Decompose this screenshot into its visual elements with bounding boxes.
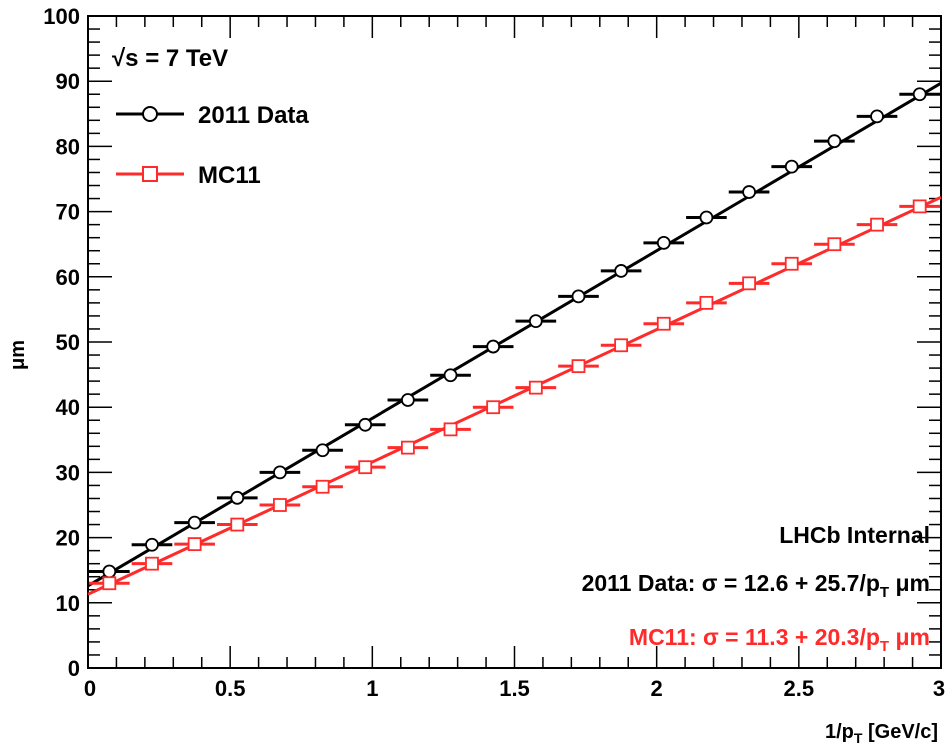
mc-point [614, 338, 629, 353]
data-point [145, 537, 159, 552]
legend-data-marker [142, 106, 158, 122]
mc-point [315, 479, 330, 494]
mc-point [528, 380, 543, 395]
y-tick-label: 70 [56, 200, 80, 225]
data-point [273, 465, 287, 480]
data-point [358, 417, 373, 432]
axis-ticks [87, 15, 942, 669]
y-tick-label: 30 [56, 460, 80, 485]
data-fit-formula: 2011 Data: σ = 12.6 + 25.7/pT μm [582, 570, 930, 601]
x-tick-label: 0.5 [215, 676, 246, 701]
data-point [230, 490, 245, 505]
legend: √s = 7 TeV 2011 Data MC11 [112, 45, 309, 189]
mc-point [443, 422, 458, 437]
mc-point [230, 517, 245, 532]
mc-point [912, 199, 927, 214]
mc-point [870, 217, 884, 232]
data-point [614, 264, 629, 278]
data-point [827, 134, 842, 149]
mc-point [699, 295, 714, 310]
legend-energy-label: √s = 7 TeV [112, 45, 228, 72]
mc-point [358, 460, 373, 475]
mc-point [656, 316, 671, 331]
y-tick-label: 0 [68, 656, 80, 681]
data-point [742, 185, 756, 199]
legend-entry-mc: MC11 [116, 162, 261, 189]
data-point [571, 289, 586, 304]
mc-point [102, 576, 117, 591]
x-tick-label: 1 [366, 676, 378, 701]
mc-point [827, 237, 842, 252]
data-point [486, 339, 501, 354]
data-point [699, 210, 714, 225]
data-point [443, 368, 458, 383]
legend-mc-label: MC11 [198, 162, 261, 189]
x-tick-label: 2 [651, 676, 663, 701]
y-tick-label: 80 [56, 134, 80, 159]
lhcb-internal-label: LHCb Internal [779, 522, 930, 548]
data-point [187, 515, 202, 530]
fit-lines [87, 81, 942, 596]
y-tick-label: 60 [56, 265, 80, 290]
mc-point [145, 556, 159, 571]
legend-entry-data: 2011 Data [116, 102, 309, 129]
data-point [784, 159, 799, 174]
mc-point [571, 359, 586, 374]
data-point [400, 393, 415, 407]
data-point [912, 87, 927, 102]
data-point [656, 235, 671, 250]
data-fit-line [87, 81, 942, 588]
legend-data-label: 2011 Data [198, 102, 309, 129]
mc-point [187, 537, 202, 552]
x-tick-label: 3 [933, 676, 945, 701]
x-tick-label: 1.5 [499, 676, 530, 701]
x-tick-labels: 0 0.5 1 1.5 2 2.5 3 [84, 676, 945, 701]
y-tick-label: 90 [56, 69, 80, 94]
mc-point [486, 400, 501, 415]
y-tick-label: 100 [43, 4, 80, 29]
mc-point [273, 498, 287, 512]
data-point [315, 443, 330, 458]
data-point [870, 109, 884, 124]
mc-point [784, 256, 799, 271]
mc-point [400, 440, 415, 455]
mc-point [742, 276, 756, 291]
data-point [102, 564, 117, 579]
data-point [528, 314, 543, 329]
mc-fit-formula: MC11: σ = 11.3 + 20.3/pT μm [629, 624, 930, 655]
y-tick-label: 50 [56, 330, 80, 355]
x-tick-label: 2.5 [784, 676, 815, 701]
x-tick-label: 0 [84, 676, 96, 701]
data-points [89, 87, 940, 591]
x-axis-title: 1/pT [GeV/c] [825, 721, 938, 744]
y-tick-labels: 0 10 20 30 40 50 60 70 80 90 100 [43, 4, 80, 681]
y-tick-label: 10 [56, 591, 80, 616]
y-tick-label: 20 [56, 526, 80, 551]
y-axis-title: μm [7, 340, 29, 370]
legend-mc-marker [142, 166, 158, 182]
y-tick-label: 40 [56, 395, 80, 420]
